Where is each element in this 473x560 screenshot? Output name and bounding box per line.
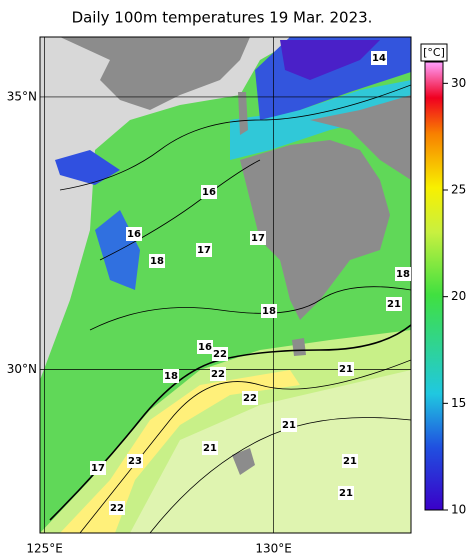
contour-label: 16 (198, 342, 212, 353)
contour-label-box (281, 418, 297, 432)
contour-label-box (163, 369, 179, 383)
contour-label-box (242, 391, 258, 405)
unit-box (420, 43, 448, 62)
contour-label-box (386, 297, 402, 311)
contour-label-box (395, 267, 411, 281)
contour-label: 21 (343, 456, 357, 467)
colorbar-tick-label: 30 (451, 76, 466, 90)
lon-tick-label: 125°E (26, 542, 63, 556)
contour-label-box (371, 51, 387, 65)
contour-label: 16 (202, 187, 216, 198)
island (292, 338, 306, 356)
contour-label-box (212, 347, 228, 361)
sea-coldest (280, 40, 380, 80)
contour-label: 17 (91, 463, 105, 474)
contour-label: 18 (150, 256, 164, 267)
colorbar-tick-label: 10 (451, 503, 466, 517)
contour-label-box (342, 454, 358, 468)
contour-label: 14 (372, 53, 386, 64)
lat-tick-label: 30°N (7, 362, 37, 376)
contour-label: 22 (213, 349, 227, 360)
contour-label: 16 (127, 229, 141, 240)
island (238, 92, 248, 135)
land (240, 140, 390, 320)
contour-label-box (202, 441, 218, 455)
contour-label: 21 (387, 299, 401, 310)
contour-label-box (201, 185, 217, 199)
lat-tick-label: 35°N (7, 89, 37, 103)
contour-label: 18 (262, 306, 276, 317)
title: Daily 100m temperatures 19 Mar. 2023. (72, 9, 373, 27)
contour-label: 21 (203, 443, 217, 454)
colorbar (424, 61, 444, 511)
contour-label: 21 (339, 488, 353, 499)
contour-label-box (250, 231, 266, 245)
contour-label: 22 (110, 503, 124, 514)
map-frame (39, 36, 412, 534)
sea-cold (55, 150, 120, 185)
land (60, 37, 250, 110)
lon-tick-label: 130°E (255, 542, 292, 556)
contour-label-box (149, 254, 165, 268)
colorbar-tick-label: 25 (451, 183, 466, 197)
contour-label: 17 (197, 245, 211, 256)
contour-label: 22 (211, 369, 225, 380)
contour-label: 18 (164, 371, 178, 382)
contour-label-box (126, 227, 142, 241)
contour-label-box (210, 367, 226, 381)
contour-label-box (197, 340, 213, 354)
contour-label-box (338, 486, 354, 500)
contour-label: 22 (243, 393, 257, 404)
contour-label-box (338, 362, 354, 376)
contour-label-box (261, 304, 277, 318)
contour-label: 18 (396, 269, 410, 280)
contour-label: 21 (282, 420, 296, 431)
contour-label: 21 (339, 364, 353, 375)
contour-label-box (196, 243, 212, 257)
contour-label-box (109, 501, 125, 515)
colorbar-unit: [°C] (423, 46, 445, 59)
land (310, 95, 411, 180)
contour-label: 23 (128, 456, 142, 467)
contour-label-box (127, 454, 143, 468)
colorbar-tick-label: 15 (451, 396, 466, 410)
contour-label: 17 (251, 233, 265, 244)
island (232, 448, 255, 475)
sea-warmest (60, 370, 300, 533)
colorbar-tick-label: 20 (451, 289, 466, 303)
contour-label-box (90, 461, 106, 475)
